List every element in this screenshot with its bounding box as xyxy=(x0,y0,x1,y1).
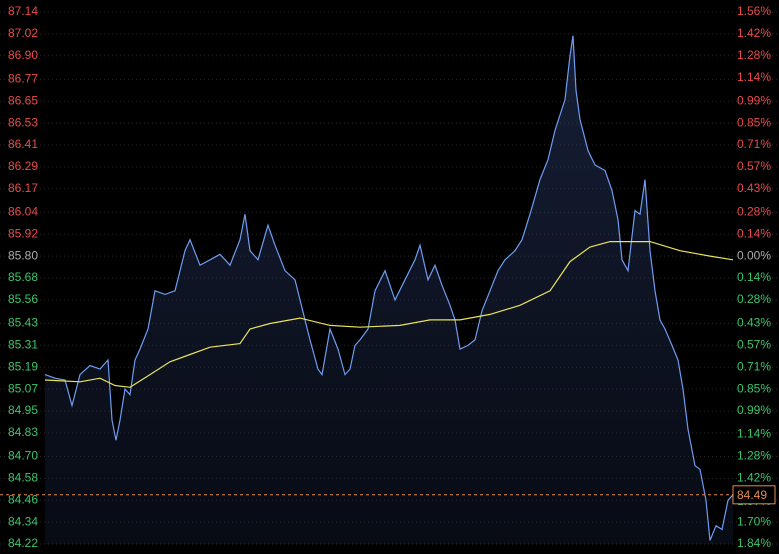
y-tick-label: 84.46 xyxy=(8,492,38,506)
y2-tick-label: 1.14% xyxy=(737,70,771,84)
last-price-label: 84.49 xyxy=(737,488,767,502)
y2-tick-label: 0.57% xyxy=(737,337,771,351)
y-tick-label: 86.77 xyxy=(8,72,38,86)
y2-tick-label: 1.56% xyxy=(737,4,771,18)
y2-tick-label: 0.71% xyxy=(737,137,771,151)
y-tick-label: 86.53 xyxy=(8,115,38,129)
y2-tick-label: 0.14% xyxy=(737,270,771,284)
y-tick-label: 86.65 xyxy=(8,93,38,107)
last-price-box xyxy=(732,485,776,505)
y2-tick-label: 1.28% xyxy=(737,48,771,62)
y2-tick-label: 1.84% xyxy=(737,536,771,550)
y-tick-label: 86.17 xyxy=(8,181,38,195)
y2-tick-label: 0.00% xyxy=(737,248,771,262)
y-tick-label: 85.80 xyxy=(8,248,38,262)
y-tick-label: 84.58 xyxy=(8,471,38,485)
y2-tick-label: 0.57% xyxy=(737,159,771,173)
y-tick-label: 85.31 xyxy=(8,338,38,352)
y-tick-label: 86.90 xyxy=(8,48,38,62)
y-tick-label: 86.29 xyxy=(8,159,38,173)
y-tick-label: 85.92 xyxy=(8,226,38,240)
y2-tick-label: 1.42% xyxy=(737,26,771,40)
y2-tick-label: 0.71% xyxy=(737,359,771,373)
price-area xyxy=(45,35,733,544)
y-tick-label: 86.41 xyxy=(8,137,38,151)
y2-tick-label: 0.14% xyxy=(737,226,771,240)
y2-tick-label: 1.70% xyxy=(737,514,771,528)
y-tick-label: 85.43 xyxy=(8,316,38,330)
y2-tick-label: 0.28% xyxy=(737,204,771,218)
y-tick-label: 86.04 xyxy=(8,205,38,219)
y-tick-label: 84.83 xyxy=(8,425,38,439)
y2-tick-label: 0.85% xyxy=(737,115,771,129)
y-tick-label: 85.19 xyxy=(8,359,38,373)
y2-tick-label: 0.99% xyxy=(737,403,771,417)
y2-tick-label: 0.99% xyxy=(737,93,771,107)
y2-tick-label: 0.85% xyxy=(737,381,771,395)
y2-tick-label: 1.42% xyxy=(737,470,771,484)
y2-tick-label: 0.28% xyxy=(737,292,771,306)
y-tick-label: 84.22 xyxy=(8,536,38,550)
y-tick-label: 87.02 xyxy=(8,26,38,40)
y-tick-label: 84.70 xyxy=(8,449,38,463)
y-tick-label: 87.14 xyxy=(8,4,38,18)
y-tick-label: 84.34 xyxy=(8,514,38,528)
y-tick-label: 85.68 xyxy=(8,270,38,284)
y-tick-label: 85.56 xyxy=(8,292,38,306)
price-line xyxy=(44,35,734,541)
y2-tick-label: 0.43% xyxy=(737,181,771,195)
y2-tick-label: 0.43% xyxy=(737,316,771,330)
average-line xyxy=(44,241,734,388)
y2-tick-label: 1.14% xyxy=(737,427,771,441)
y-tick-label: 84.95 xyxy=(8,403,38,417)
y-tick-label: 85.07 xyxy=(8,381,38,395)
y2-tick-label: 1.28% xyxy=(737,449,771,463)
